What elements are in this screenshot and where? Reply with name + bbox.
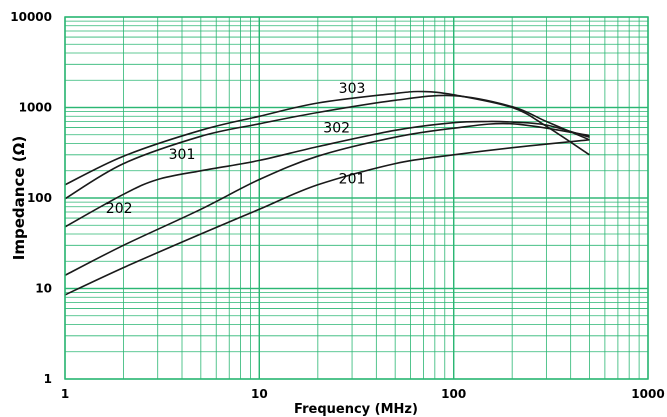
y-tick-labels: 1 10 100 1000 10000 [10, 10, 52, 386]
series-line-301 [64, 120, 590, 228]
y-axis-title: Impedance (Ω) [10, 136, 28, 260]
x-tick-label: 100 [441, 387, 466, 401]
x-tick-labels: 1 10 100 1000 [61, 387, 665, 401]
x-tick-label: 1000 [631, 387, 664, 401]
x-axis-title: Frequency (MHz) [294, 402, 418, 417]
y-tick-label: 1000 [19, 101, 52, 115]
y-tick-label: 10000 [10, 10, 52, 24]
series-lines [64, 90, 590, 296]
grid [64, 16, 649, 380]
series-label-202: 202 [106, 201, 133, 217]
series-line-202 [64, 122, 590, 277]
series-line-302 [64, 94, 590, 200]
y-tick-label: 100 [27, 191, 52, 205]
series-label-201: 201 [339, 171, 366, 187]
plot-border [64, 16, 649, 380]
x-tick-label: 1 [61, 387, 69, 401]
y-tick-label: 10 [35, 282, 52, 296]
series-label-302: 302 [323, 121, 350, 137]
series-line-303 [64, 90, 590, 186]
series-label-303: 303 [339, 81, 366, 97]
y-tick-label: 1 [44, 372, 52, 386]
series-label-301: 301 [169, 147, 196, 163]
series-labels: 303 302 301 202 201 [106, 81, 366, 217]
series-line-201 [64, 139, 590, 296]
x-tick-label: 10 [251, 387, 268, 401]
